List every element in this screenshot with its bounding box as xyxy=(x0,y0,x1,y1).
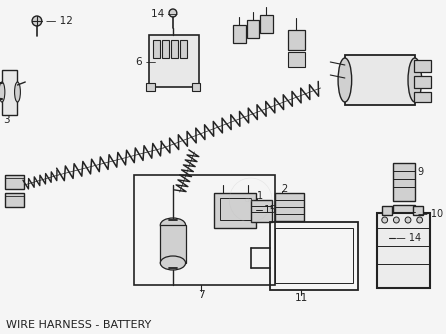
Ellipse shape xyxy=(160,256,186,270)
Bar xyxy=(214,193,256,228)
Circle shape xyxy=(393,217,399,223)
Circle shape xyxy=(405,217,411,223)
Bar xyxy=(160,225,186,263)
Bar xyxy=(134,175,275,285)
Bar xyxy=(2,70,17,115)
Circle shape xyxy=(417,217,423,223)
Text: — 12: — 12 xyxy=(45,16,73,26)
Bar xyxy=(275,193,304,221)
Ellipse shape xyxy=(408,58,421,102)
Text: 3: 3 xyxy=(3,115,9,125)
Circle shape xyxy=(32,16,42,26)
Bar xyxy=(219,198,251,220)
Circle shape xyxy=(382,217,388,223)
Bar xyxy=(233,25,246,43)
Bar xyxy=(345,55,415,105)
Bar xyxy=(171,40,178,58)
Text: 6 —: 6 — xyxy=(136,57,156,67)
Text: WIRE HARNESS - BATTERY: WIRE HARNESS - BATTERY xyxy=(6,320,151,330)
Text: 1: 1 xyxy=(257,191,264,201)
Bar xyxy=(247,20,260,38)
Text: CMF: CMF xyxy=(245,197,256,202)
Text: — 10: — 10 xyxy=(418,209,443,219)
Bar xyxy=(414,92,431,102)
Bar xyxy=(414,60,431,72)
Bar xyxy=(270,222,358,290)
Bar xyxy=(413,206,423,215)
Bar xyxy=(393,205,415,227)
Bar xyxy=(414,76,431,88)
Bar xyxy=(5,193,24,207)
Bar xyxy=(153,40,160,58)
Text: 11: 11 xyxy=(294,293,308,303)
Text: 9: 9 xyxy=(418,167,424,177)
Bar xyxy=(275,228,353,283)
Ellipse shape xyxy=(160,218,186,232)
Bar xyxy=(393,163,415,201)
Text: 7: 7 xyxy=(198,290,204,300)
Ellipse shape xyxy=(0,82,5,102)
Ellipse shape xyxy=(338,58,352,102)
Bar xyxy=(5,175,24,189)
Circle shape xyxy=(381,234,388,242)
Bar xyxy=(288,30,305,50)
Bar xyxy=(146,83,156,91)
Bar xyxy=(251,200,272,222)
Bar xyxy=(260,15,273,33)
Text: 15: 15 xyxy=(264,205,277,215)
Text: — 14: — 14 xyxy=(396,233,421,243)
Circle shape xyxy=(169,9,177,17)
Bar xyxy=(382,206,392,215)
Bar xyxy=(162,40,169,58)
Bar xyxy=(288,52,305,67)
Bar xyxy=(192,83,200,91)
Bar xyxy=(180,40,186,58)
Ellipse shape xyxy=(15,82,21,102)
Text: 2: 2 xyxy=(282,184,288,194)
Bar xyxy=(377,213,430,288)
Text: 14 —: 14 — xyxy=(151,9,178,19)
Bar xyxy=(149,35,199,87)
